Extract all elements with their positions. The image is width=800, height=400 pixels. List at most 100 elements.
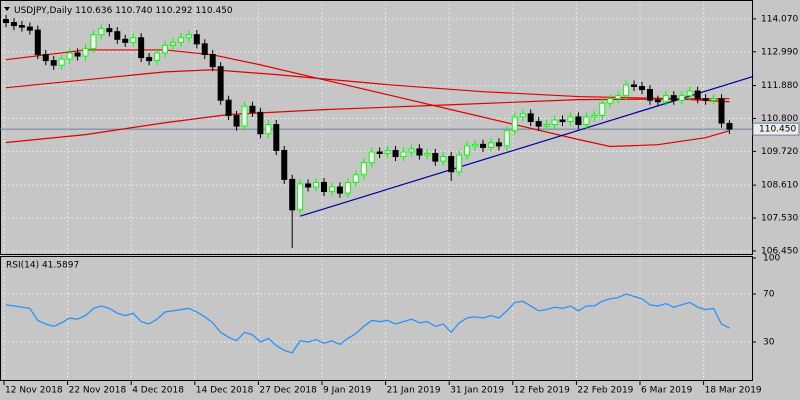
symbol: USDJPY,Daily: [14, 6, 73, 16]
overlay-line: [5, 49, 730, 148]
candle-body: [98, 28, 105, 36]
y-tick-label: 108.610: [761, 181, 798, 191]
candle-body: [599, 102, 606, 116]
current-price-label: 110.450: [759, 125, 796, 135]
candle-body: [34, 29, 41, 56]
rsi-title: RSI(14) 41.5897: [6, 261, 79, 271]
rsi-tick-label: 30: [763, 338, 775, 348]
candle-body: [400, 151, 407, 158]
candle-body: [138, 37, 145, 59]
candle-body: [217, 66, 224, 101]
candle-body: [257, 111, 264, 135]
candle-body: [686, 90, 693, 97]
x-tick-label: 12 Feb 2019: [514, 386, 570, 396]
candle-body: [122, 38, 129, 43]
candle-body: [654, 99, 661, 103]
candle-body: [384, 149, 391, 154]
candle-body: [503, 130, 510, 147]
candle-body: [352, 174, 359, 183]
candle-body: [297, 183, 304, 211]
y-tick-label: 114.070: [761, 14, 798, 24]
candle-body: [193, 34, 200, 45]
candle-body: [583, 116, 590, 126]
candle-body: [694, 90, 701, 100]
x-tick-label: 22 Feb 2019: [577, 386, 633, 396]
candle-body: [289, 178, 296, 211]
candle-body: [480, 143, 486, 148]
candle-body: [265, 124, 272, 135]
x-tick-label: 12 Nov 2018: [5, 386, 63, 396]
candle-body: [662, 95, 669, 103]
candle-body: [18, 25, 25, 28]
candle-body: [360, 162, 367, 176]
y-tick-label: 110.800: [761, 114, 798, 124]
candle-body: [424, 152, 431, 156]
candle-body: [639, 85, 645, 91]
x-tick-label: 21 Jan 2019: [387, 386, 441, 396]
ohlc-value: 110.636: [75, 6, 112, 16]
candle-body: [321, 181, 327, 193]
candle-body: [535, 121, 542, 127]
candle-body: [392, 149, 399, 158]
candle-body: [130, 37, 137, 43]
candle-body: [3, 18, 9, 24]
candle-body: [702, 98, 709, 101]
candle-body: [10, 22, 17, 27]
candle-body: [456, 154, 463, 173]
candle-body: [209, 54, 216, 68]
candle-body: [670, 95, 677, 101]
candle-body: [273, 124, 280, 151]
candle-body: [58, 58, 65, 66]
candle-body: [615, 95, 622, 100]
ohlc-value: 110.450: [195, 6, 232, 16]
candle-body: [368, 151, 375, 164]
y-tick-label: 107.530: [761, 214, 798, 224]
rsi-tick-label: 70: [763, 290, 775, 300]
candle-body: [432, 152, 439, 162]
rsi-panel: [0, 256, 753, 381]
candle-body: [66, 52, 73, 60]
candle-body: [328, 186, 335, 193]
x-tick-label: 22 Nov 2018: [69, 386, 127, 396]
x-tick-label: 14 Dec 2018: [196, 386, 254, 396]
candle-body: [336, 186, 343, 194]
candle-body: [313, 181, 320, 188]
candle-body: [527, 113, 534, 123]
x-tick-label: 27 Dec 2018: [259, 386, 317, 396]
candle-body: [440, 156, 447, 162]
candle-body: [408, 148, 415, 153]
candle-body: [623, 84, 630, 97]
candle-body: [154, 52, 161, 62]
candle-body: [106, 28, 113, 33]
rsi-tick-label: 100: [763, 254, 780, 264]
candle-body: [472, 143, 479, 147]
candle-body: [646, 89, 653, 101]
candle-body: [718, 98, 725, 124]
candle-body: [82, 47, 89, 57]
candle-body: [162, 44, 168, 54]
candle-body: [559, 119, 566, 123]
rsi-line: [5, 293, 730, 354]
candle-body: [169, 41, 176, 46]
candle-body: [631, 84, 638, 87]
x-tick-label: 31 Jan 2019: [450, 386, 504, 396]
ohlc-value: 110.740: [115, 6, 152, 16]
candle-body: [416, 148, 423, 156]
candle-body: [177, 37, 184, 43]
overlay-line: [299, 75, 754, 217]
candle-body: [543, 124, 550, 127]
candle-body: [26, 26, 33, 31]
candle-body: [591, 114, 598, 118]
candle-body: [225, 99, 232, 116]
chart-title: USDJPY,Daily 110.636 110.740 110.292 110…: [14, 6, 233, 16]
candle-body: [185, 34, 192, 39]
ohlc-value: 110.292: [155, 6, 192, 16]
candle-body: [90, 34, 97, 49]
candle-body: [344, 181, 351, 194]
candle-body: [678, 95, 685, 101]
candle-body: [146, 57, 153, 62]
candle-body: [241, 105, 248, 127]
candle-body: [567, 116, 574, 123]
candle-body: [281, 149, 288, 180]
y-tick-label: 106.450: [761, 246, 798, 256]
